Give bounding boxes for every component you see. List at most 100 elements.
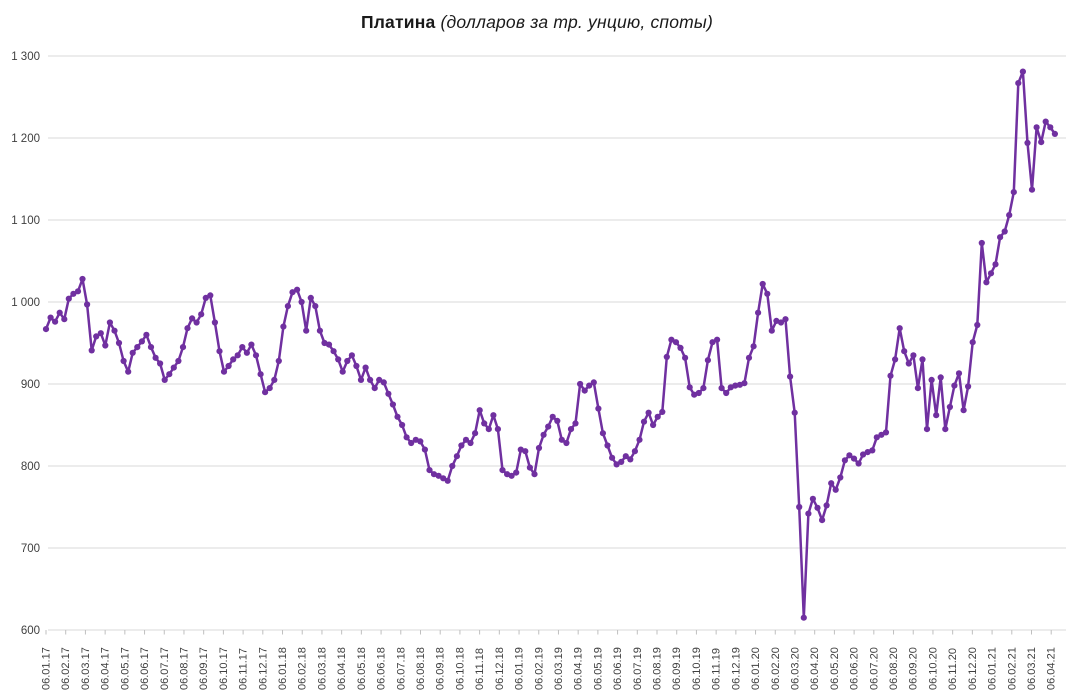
data-point-marker [403, 434, 410, 441]
x-axis-tick-label: 06.03.20 [789, 647, 801, 690]
data-point-marker [522, 448, 529, 455]
data-point-marker [577, 380, 584, 388]
x-axis-tick-label: 06.06.17 [139, 647, 151, 690]
data-point-marker [339, 368, 346, 375]
data-point-marker [695, 389, 702, 397]
data-point-marker [161, 376, 168, 383]
x-axis-tick-label: 06.07.18 [395, 647, 407, 690]
data-point-marker [768, 327, 775, 334]
data-point-marker [1024, 139, 1031, 146]
data-point-marker [93, 333, 100, 340]
x-axis-tick-label: 06.09.18 [435, 647, 447, 690]
chart-title-subtitle: (долларов за тр. унцию, споты) [440, 12, 714, 32]
data-point-marker [599, 430, 607, 437]
x-axis-tick-label: 06.02.19 [533, 647, 545, 690]
x-axis-tick-label: 06.10.20 [927, 647, 939, 690]
data-point-marker [1047, 124, 1054, 131]
data-point-marker [102, 342, 109, 349]
data-point-marker [234, 352, 241, 359]
x-axis-tick-label: 06.10.17 [218, 647, 230, 690]
data-point-marker [992, 261, 999, 268]
data-point-marker [764, 290, 771, 297]
x-axis-tick-label: 06.08.19 [652, 647, 664, 690]
x-axis-tick-label: 06.06.20 [849, 647, 861, 690]
data-point-marker [869, 447, 876, 454]
data-point-marker [134, 344, 141, 351]
data-point-marker [179, 344, 187, 351]
data-point-marker [157, 360, 164, 367]
data-point-marker [622, 453, 629, 460]
data-point-marker [567, 426, 575, 433]
data-point-marker [476, 407, 483, 414]
data-point-marker [855, 460, 862, 467]
price-line [44, 70, 1057, 619]
data-point-marker [70, 290, 77, 297]
x-axis-tick-label: 06.05.20 [829, 647, 841, 690]
data-point-marker [595, 405, 602, 412]
data-point-marker [586, 382, 593, 389]
x-axis-tick-label: 06.05.18 [356, 647, 368, 690]
x-axis-tick-label: 06.04.19 [573, 647, 585, 690]
data-point-marker [111, 327, 118, 334]
data-point-marker [426, 467, 433, 474]
y-axis-tick-label: 1 300 [11, 51, 40, 63]
data-point-marker [937, 374, 944, 381]
data-point-marker [298, 298, 305, 306]
data-point-marker [901, 348, 908, 355]
data-point-marker [590, 379, 597, 386]
data-point-marker [399, 421, 406, 429]
x-axis-tick-label: 06.06.19 [612, 647, 624, 690]
data-point-marker [618, 458, 625, 465]
data-point-marker [462, 436, 470, 443]
data-point-marker [421, 446, 428, 453]
y-axis-tick-label: 700 [21, 543, 40, 555]
x-axis-tick-label: 06.11.17 [238, 648, 250, 690]
x-axis-tick-label: 06.03.18 [316, 647, 328, 690]
data-point-marker [88, 347, 95, 354]
data-point-marker [494, 426, 501, 433]
data-point-marker [837, 474, 844, 481]
data-point-marker [120, 357, 127, 365]
x-axis-tick-label: 06.07.20 [868, 647, 880, 690]
data-point-marker [914, 385, 922, 392]
data-point-marker [672, 339, 680, 346]
data-point-marker [143, 331, 150, 338]
data-point-marker [453, 453, 460, 460]
data-point-marker [189, 315, 196, 322]
data-point-marker [545, 423, 552, 430]
data-point-marker [307, 294, 314, 301]
data-point-marker [362, 364, 369, 371]
data-point-marker [357, 376, 365, 383]
data-point-marker [344, 357, 351, 365]
data-point-marker [262, 389, 269, 396]
data-point-marker [467, 439, 474, 447]
x-axis-tick-label: 06.12.20 [967, 647, 979, 690]
data-point-marker [129, 349, 136, 356]
data-point-marker [257, 371, 264, 378]
data-point-marker [782, 316, 789, 323]
x-axis-tick-label: 06.03.17 [80, 647, 92, 690]
x-axis-tick-label: 06.11.20 [947, 648, 959, 690]
data-point-marker [631, 448, 639, 455]
data-point-marker [955, 370, 963, 377]
data-point-marker [650, 421, 657, 429]
data-point-marker [508, 472, 515, 479]
data-point-marker [485, 426, 492, 433]
chart-title: Платина (долларов за тр. унцию, споты) [0, 12, 1074, 33]
x-axis-tick-label: 06.01.20 [750, 647, 762, 690]
data-point-marker [819, 517, 826, 524]
data-point-marker [554, 417, 561, 424]
data-point-marker [997, 234, 1004, 241]
data-point-marker [750, 343, 757, 350]
data-point-marker [974, 321, 981, 329]
data-point-marker [887, 372, 894, 379]
data-point-marker [796, 503, 803, 511]
x-axis-tick-label: 06.03.19 [553, 647, 565, 690]
data-point-marker [627, 456, 634, 463]
data-point-marker [330, 348, 337, 355]
data-point-marker [960, 407, 967, 414]
data-point-marker [207, 292, 214, 299]
data-point-marker [549, 413, 556, 420]
data-point-marker [42, 326, 50, 333]
